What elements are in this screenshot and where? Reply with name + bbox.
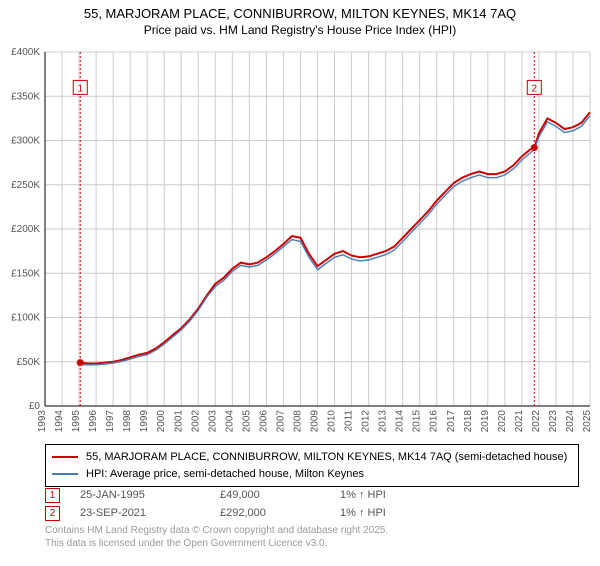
legend-item: 55, MARJORAM PLACE, CONNIBURROW, MILTON … xyxy=(52,449,572,466)
svg-text:1995: 1995 xyxy=(71,410,82,433)
svg-text:1: 1 xyxy=(77,83,83,94)
svg-text:2024: 2024 xyxy=(565,410,576,433)
title-sub: Price paid vs. HM Land Registry's House … xyxy=(0,23,600,37)
svg-text:2013: 2013 xyxy=(378,410,389,433)
svg-text:2000: 2000 xyxy=(156,410,167,433)
svg-text:£150K: £150K xyxy=(11,268,40,279)
legend: 55, MARJORAM PLACE, CONNIBURROW, MILTON … xyxy=(45,444,579,487)
svg-text:2017: 2017 xyxy=(446,410,457,433)
svg-text:2003: 2003 xyxy=(207,410,218,433)
marker-number-box: 1 xyxy=(45,488,60,503)
chart-container: 55, MARJORAM PLACE, CONNIBURROW, MILTON … xyxy=(0,6,600,566)
title-main: 55, MARJORAM PLACE, CONNIBURROW, MILTON … xyxy=(0,6,600,21)
chart-area: £0£50K£100K£150K£200K£250K£300K£350K£400… xyxy=(0,46,600,436)
svg-text:1994: 1994 xyxy=(54,410,65,433)
svg-text:£100K: £100K xyxy=(11,313,40,324)
svg-text:2022: 2022 xyxy=(531,410,542,433)
svg-text:£250K: £250K xyxy=(11,180,40,191)
svg-text:2015: 2015 xyxy=(412,410,423,433)
footer-line-2: This data is licensed under the Open Gov… xyxy=(45,537,388,550)
svg-text:£50K: £50K xyxy=(17,357,41,368)
svg-text:2007: 2007 xyxy=(275,410,286,433)
svg-text:2006: 2006 xyxy=(258,410,269,433)
legend-swatch xyxy=(52,456,78,458)
marker-price: £49,000 xyxy=(220,489,340,501)
svg-text:2025: 2025 xyxy=(582,410,593,433)
svg-text:2011: 2011 xyxy=(344,410,355,432)
svg-text:2012: 2012 xyxy=(361,410,372,433)
marker-pct: 1% ↑ HPI xyxy=(340,507,460,519)
legend-label: HPI: Average price, semi-detached house,… xyxy=(86,466,364,483)
legend-label: 55, MARJORAM PLACE, CONNIBURROW, MILTON … xyxy=(86,449,567,466)
svg-text:2016: 2016 xyxy=(429,410,440,433)
svg-text:£400K: £400K xyxy=(11,47,40,58)
legend-item: HPI: Average price, semi-detached house,… xyxy=(52,466,572,483)
svg-text:2010: 2010 xyxy=(327,410,338,433)
marker-number-box: 2 xyxy=(45,506,60,521)
marker-date: 25-JAN-1995 xyxy=(80,489,220,501)
svg-text:2009: 2009 xyxy=(310,410,321,433)
svg-text:1997: 1997 xyxy=(105,410,116,433)
svg-text:1999: 1999 xyxy=(139,410,150,433)
svg-text:2018: 2018 xyxy=(463,410,474,433)
svg-text:£350K: £350K xyxy=(11,91,40,102)
svg-text:2005: 2005 xyxy=(241,410,252,433)
svg-text:2: 2 xyxy=(532,83,538,94)
svg-text:2019: 2019 xyxy=(480,410,491,433)
svg-text:1998: 1998 xyxy=(122,410,133,433)
markers-table: 1 25-JAN-1995£49,0001% ↑ HPI 2 23-SEP-2021£… xyxy=(45,486,460,522)
svg-text:2023: 2023 xyxy=(548,410,559,433)
marker-date: 23-SEP-2021 xyxy=(80,507,220,519)
marker-row: 2 23-SEP-2021£292,0001% ↑ HPI xyxy=(45,504,460,522)
svg-text:2002: 2002 xyxy=(190,410,201,433)
svg-text:£200K: £200K xyxy=(11,224,40,235)
marker-price: £292,000 xyxy=(220,507,340,519)
svg-text:2014: 2014 xyxy=(395,410,406,433)
svg-text:£300K: £300K xyxy=(11,136,40,147)
legend-swatch xyxy=(52,473,78,475)
footer-line-1: Contains HM Land Registry data © Crown c… xyxy=(45,524,388,537)
marker-row: 1 25-JAN-1995£49,0001% ↑ HPI xyxy=(45,486,460,504)
svg-text:2008: 2008 xyxy=(292,410,303,433)
footer: Contains HM Land Registry data © Crown c… xyxy=(45,524,388,550)
marker-pct: 1% ↑ HPI xyxy=(340,489,460,501)
svg-text:2001: 2001 xyxy=(173,410,184,433)
svg-text:2020: 2020 xyxy=(497,410,508,433)
svg-text:1996: 1996 xyxy=(88,410,99,433)
svg-text:2021: 2021 xyxy=(514,410,525,433)
svg-text:2004: 2004 xyxy=(224,410,235,433)
svg-text:1993: 1993 xyxy=(37,410,48,433)
